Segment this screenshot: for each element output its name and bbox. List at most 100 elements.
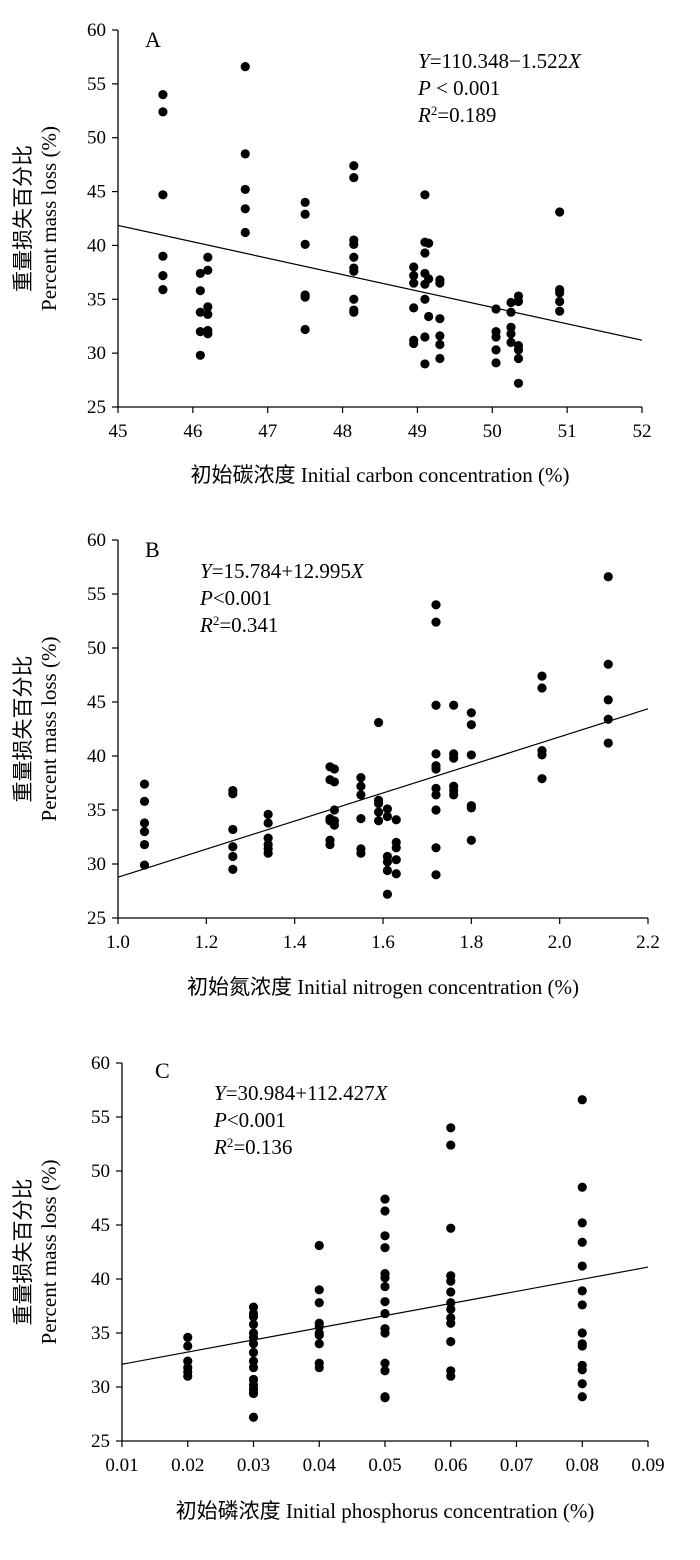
data-point (228, 851, 238, 862)
data-point (380, 1328, 390, 1338)
data-point (391, 815, 401, 825)
data-point (325, 839, 335, 850)
data-point (420, 294, 430, 304)
data-point (183, 1371, 193, 1381)
data-point (380, 1297, 390, 1307)
x-tick-label: 0.05 (368, 1455, 401, 1476)
data-point (139, 818, 150, 828)
data-point (446, 1223, 456, 1233)
panel-b: 25 30 35 40 45 50 55 60 1.0 1.2 1.4 1.6 1.8 2.0 2.2 B Y=… (11, 530, 660, 999)
regression-line (117, 224, 643, 341)
data-point (420, 332, 430, 342)
x-tick-label: 0.07 (500, 1455, 533, 1476)
x-tick-label: 45 (109, 421, 128, 442)
data-point (577, 1237, 587, 1247)
y-tick-label: 50 (87, 638, 106, 659)
data-point (380, 1393, 390, 1403)
data-point (577, 1300, 587, 1310)
y-tick-label: 25 (91, 1431, 110, 1452)
data-point (513, 378, 524, 388)
data-point (139, 827, 150, 837)
y-tick-label: 35 (87, 800, 106, 821)
x-tick-label: 2.2 (636, 932, 660, 953)
data-point (349, 161, 359, 171)
data-point (158, 190, 168, 200)
x-axis-label: 初始磷浓度 Initial phosphorus concentration (… (176, 1499, 595, 1523)
data-point (466, 835, 476, 845)
r-squared: R2=0.189 (417, 103, 496, 128)
data-point (183, 1341, 193, 1351)
data-point (314, 1362, 324, 1373)
data-point (380, 1281, 390, 1292)
data-point (537, 750, 547, 760)
data-point (466, 720, 476, 730)
y-axis-label-en: Percent mass loss (%) (37, 1160, 61, 1345)
data-point (466, 750, 476, 760)
data-point (382, 889, 393, 899)
data-point (300, 324, 310, 335)
data-point (409, 338, 419, 349)
data-point (603, 738, 613, 748)
data-point (435, 353, 445, 364)
data-point (349, 252, 359, 262)
data-point (449, 700, 459, 710)
y-tick-label: 50 (91, 1161, 110, 1182)
data-point (314, 1321, 324, 1332)
y-tick-label: 40 (87, 235, 106, 256)
p-value: P<0.001 (213, 1108, 286, 1132)
data-point (380, 1231, 390, 1241)
data-point (240, 62, 250, 72)
data-point (314, 1339, 324, 1349)
data-point (577, 1392, 587, 1402)
data-point (380, 1308, 390, 1319)
data-point (409, 278, 419, 288)
data-point (431, 600, 441, 610)
data-point (446, 1276, 456, 1286)
data-point (356, 773, 366, 783)
data-point (491, 332, 501, 342)
data-point (382, 804, 393, 814)
data-point (248, 1356, 259, 1366)
data-point (449, 753, 459, 763)
data-point (329, 777, 340, 787)
data-point (373, 717, 384, 728)
x-tick-label: 46 (183, 421, 202, 442)
data-point (349, 294, 359, 304)
r-squared: R2=0.136 (213, 1135, 292, 1160)
data-point (435, 314, 445, 324)
r-squared: R2=0.341 (199, 613, 278, 638)
data-point (183, 1332, 193, 1342)
data-point (314, 1240, 324, 1251)
y-tick-label: 60 (87, 20, 106, 41)
data-point (248, 1302, 259, 1312)
data-point (203, 309, 213, 319)
data-point (577, 1218, 587, 1228)
data-point (431, 870, 441, 880)
data-point (203, 252, 213, 262)
data-point (240, 227, 250, 238)
data-point (248, 1362, 259, 1373)
data-point (431, 790, 441, 800)
y-tick-label: 55 (91, 1107, 110, 1128)
y-tick-label: 40 (87, 746, 106, 767)
x-tick-label: 0.06 (434, 1455, 467, 1476)
y-axis-label-cn: 重量损失百分比 (11, 656, 35, 803)
y-axis-label-en: Percent mass loss (%) (37, 637, 61, 822)
data-point (409, 270, 419, 281)
data-point (431, 783, 441, 794)
x-axis-label: 初始碳浓度 Initial carbon concentration (%) (190, 463, 569, 487)
data-point (431, 749, 441, 759)
data-point (263, 833, 273, 843)
data-point (349, 172, 359, 183)
y-tick-label: 30 (91, 1377, 110, 1398)
data-point (380, 1243, 390, 1253)
data-point (356, 848, 366, 858)
data-point (228, 864, 238, 875)
x-tick-label: 47 (258, 421, 277, 442)
data-point (248, 1412, 259, 1422)
data-point (577, 1365, 587, 1375)
regression-equation: Y=30.984+112.427X (214, 1081, 389, 1105)
data-point (195, 286, 205, 296)
x-tick-label: 1.0 (106, 932, 130, 953)
data-point (248, 1347, 259, 1358)
